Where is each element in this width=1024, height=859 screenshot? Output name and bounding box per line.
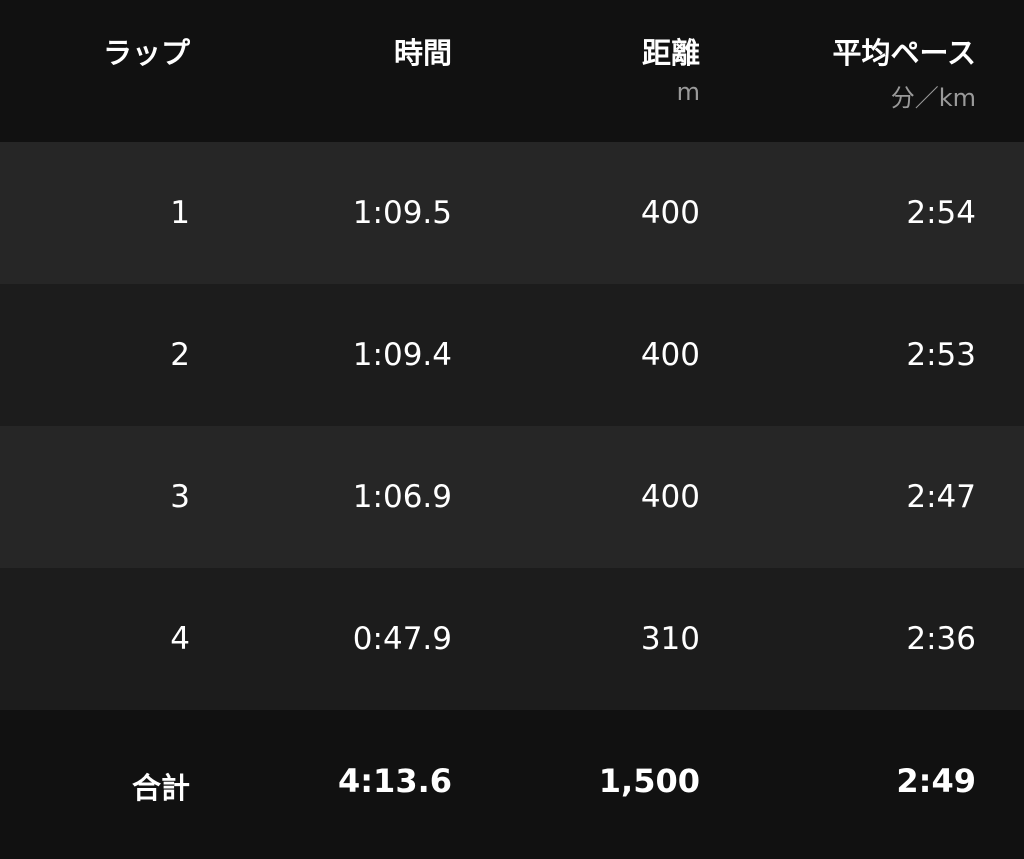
table-row: 4 0:47.9 310 2:36 (0, 568, 1024, 710)
lap-pace: 2:47 (906, 479, 976, 515)
lap-time: 1:09.5 (352, 195, 452, 231)
lap-pace: 2:53 (906, 337, 976, 373)
header-distance-unit: m (676, 78, 700, 106)
lap-distance: 400 (640, 195, 700, 231)
total-distance: 1,500 (598, 762, 700, 800)
lap-time: 0:47.9 (352, 621, 452, 657)
table-row: 1 1:09.5 400 2:54 (0, 142, 1024, 284)
lap-pace: 2:36 (906, 621, 976, 657)
header-pace: 平均ペース (832, 36, 976, 70)
table-row: 2 1:09.4 400 2:53 (0, 284, 1024, 426)
total-time: 4:13.6 (337, 762, 452, 800)
lap-pace: 2:54 (906, 195, 976, 231)
lap-time: 1:09.4 (352, 337, 452, 373)
lap-distance: 310 (640, 621, 700, 657)
lap-distance: 400 (640, 479, 700, 515)
lap-number: 3 (170, 479, 190, 515)
table-header: ラップ 時間 距離 m 平均ペース 分／km (0, 0, 1024, 142)
header-time: 時間 (393, 36, 452, 70)
total-row: 合計 4:13.6 1,500 2:49 (0, 710, 1024, 859)
lap-distance: 400 (640, 337, 700, 373)
header-distance: 距離 (641, 36, 700, 70)
lap-number: 4 (170, 621, 190, 657)
total-label: 合計 (131, 771, 190, 805)
table-row: 3 1:06.9 400 2:47 (0, 426, 1024, 568)
lap-number: 1 (170, 195, 190, 231)
lap-time: 1:06.9 (352, 479, 452, 515)
lap-number: 2 (170, 337, 190, 373)
header-lap: ラップ (102, 36, 190, 70)
total-pace: 2:49 (896, 762, 976, 800)
header-pace-unit: 分／km (890, 84, 976, 112)
